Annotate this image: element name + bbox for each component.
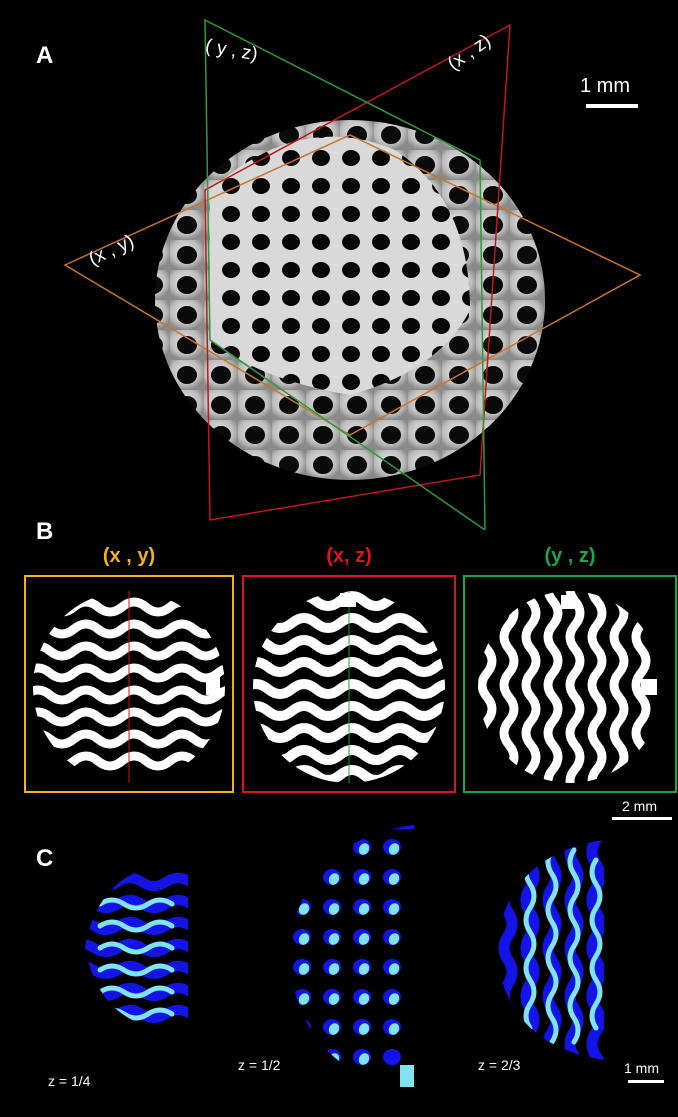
slice-xy-box [24,575,234,793]
c-slice-quarter [85,873,188,1023]
slice-xz-box [242,575,456,793]
panel-a-scale-bar [586,104,638,108]
scaffold-3d-render [63,18,642,530]
plane-yz-outline [204,18,486,530]
slice-title-xz: (x, z) [326,545,372,567]
panel-b-scale-bar [612,817,672,820]
panel-c-scale-bar [628,1080,664,1083]
c-slice-half [288,825,414,1090]
panel-c-scale-label: 1 mm [624,1060,659,1076]
slice-title-xy: (x , y) [102,545,156,567]
c-label-half: z = 1/2 [238,1057,281,1073]
panel-b-scale-label: 2 mm [622,798,657,814]
panel-c-letter: C [36,845,54,872]
plane-xz-outline [204,23,511,521]
slice-yz-box [463,575,677,793]
slice-xz-image [253,591,445,783]
slice-yz-image [478,591,657,783]
scaffold-cut-face [210,136,470,395]
slice-title-yz: (y , z) [544,545,596,567]
c-slice-twothirds [498,840,604,1060]
plane-xy-outline [63,134,642,436]
c-label-quarter: z = 1/4 [48,1073,91,1089]
panel-a-scale-label: 1 mm [580,75,630,97]
panel-b-letter: B [36,518,54,545]
slice-xy-image [33,591,225,783]
c-label-twothirds: z = 2/3 [478,1057,521,1073]
panel-a-letter: A [36,42,54,69]
